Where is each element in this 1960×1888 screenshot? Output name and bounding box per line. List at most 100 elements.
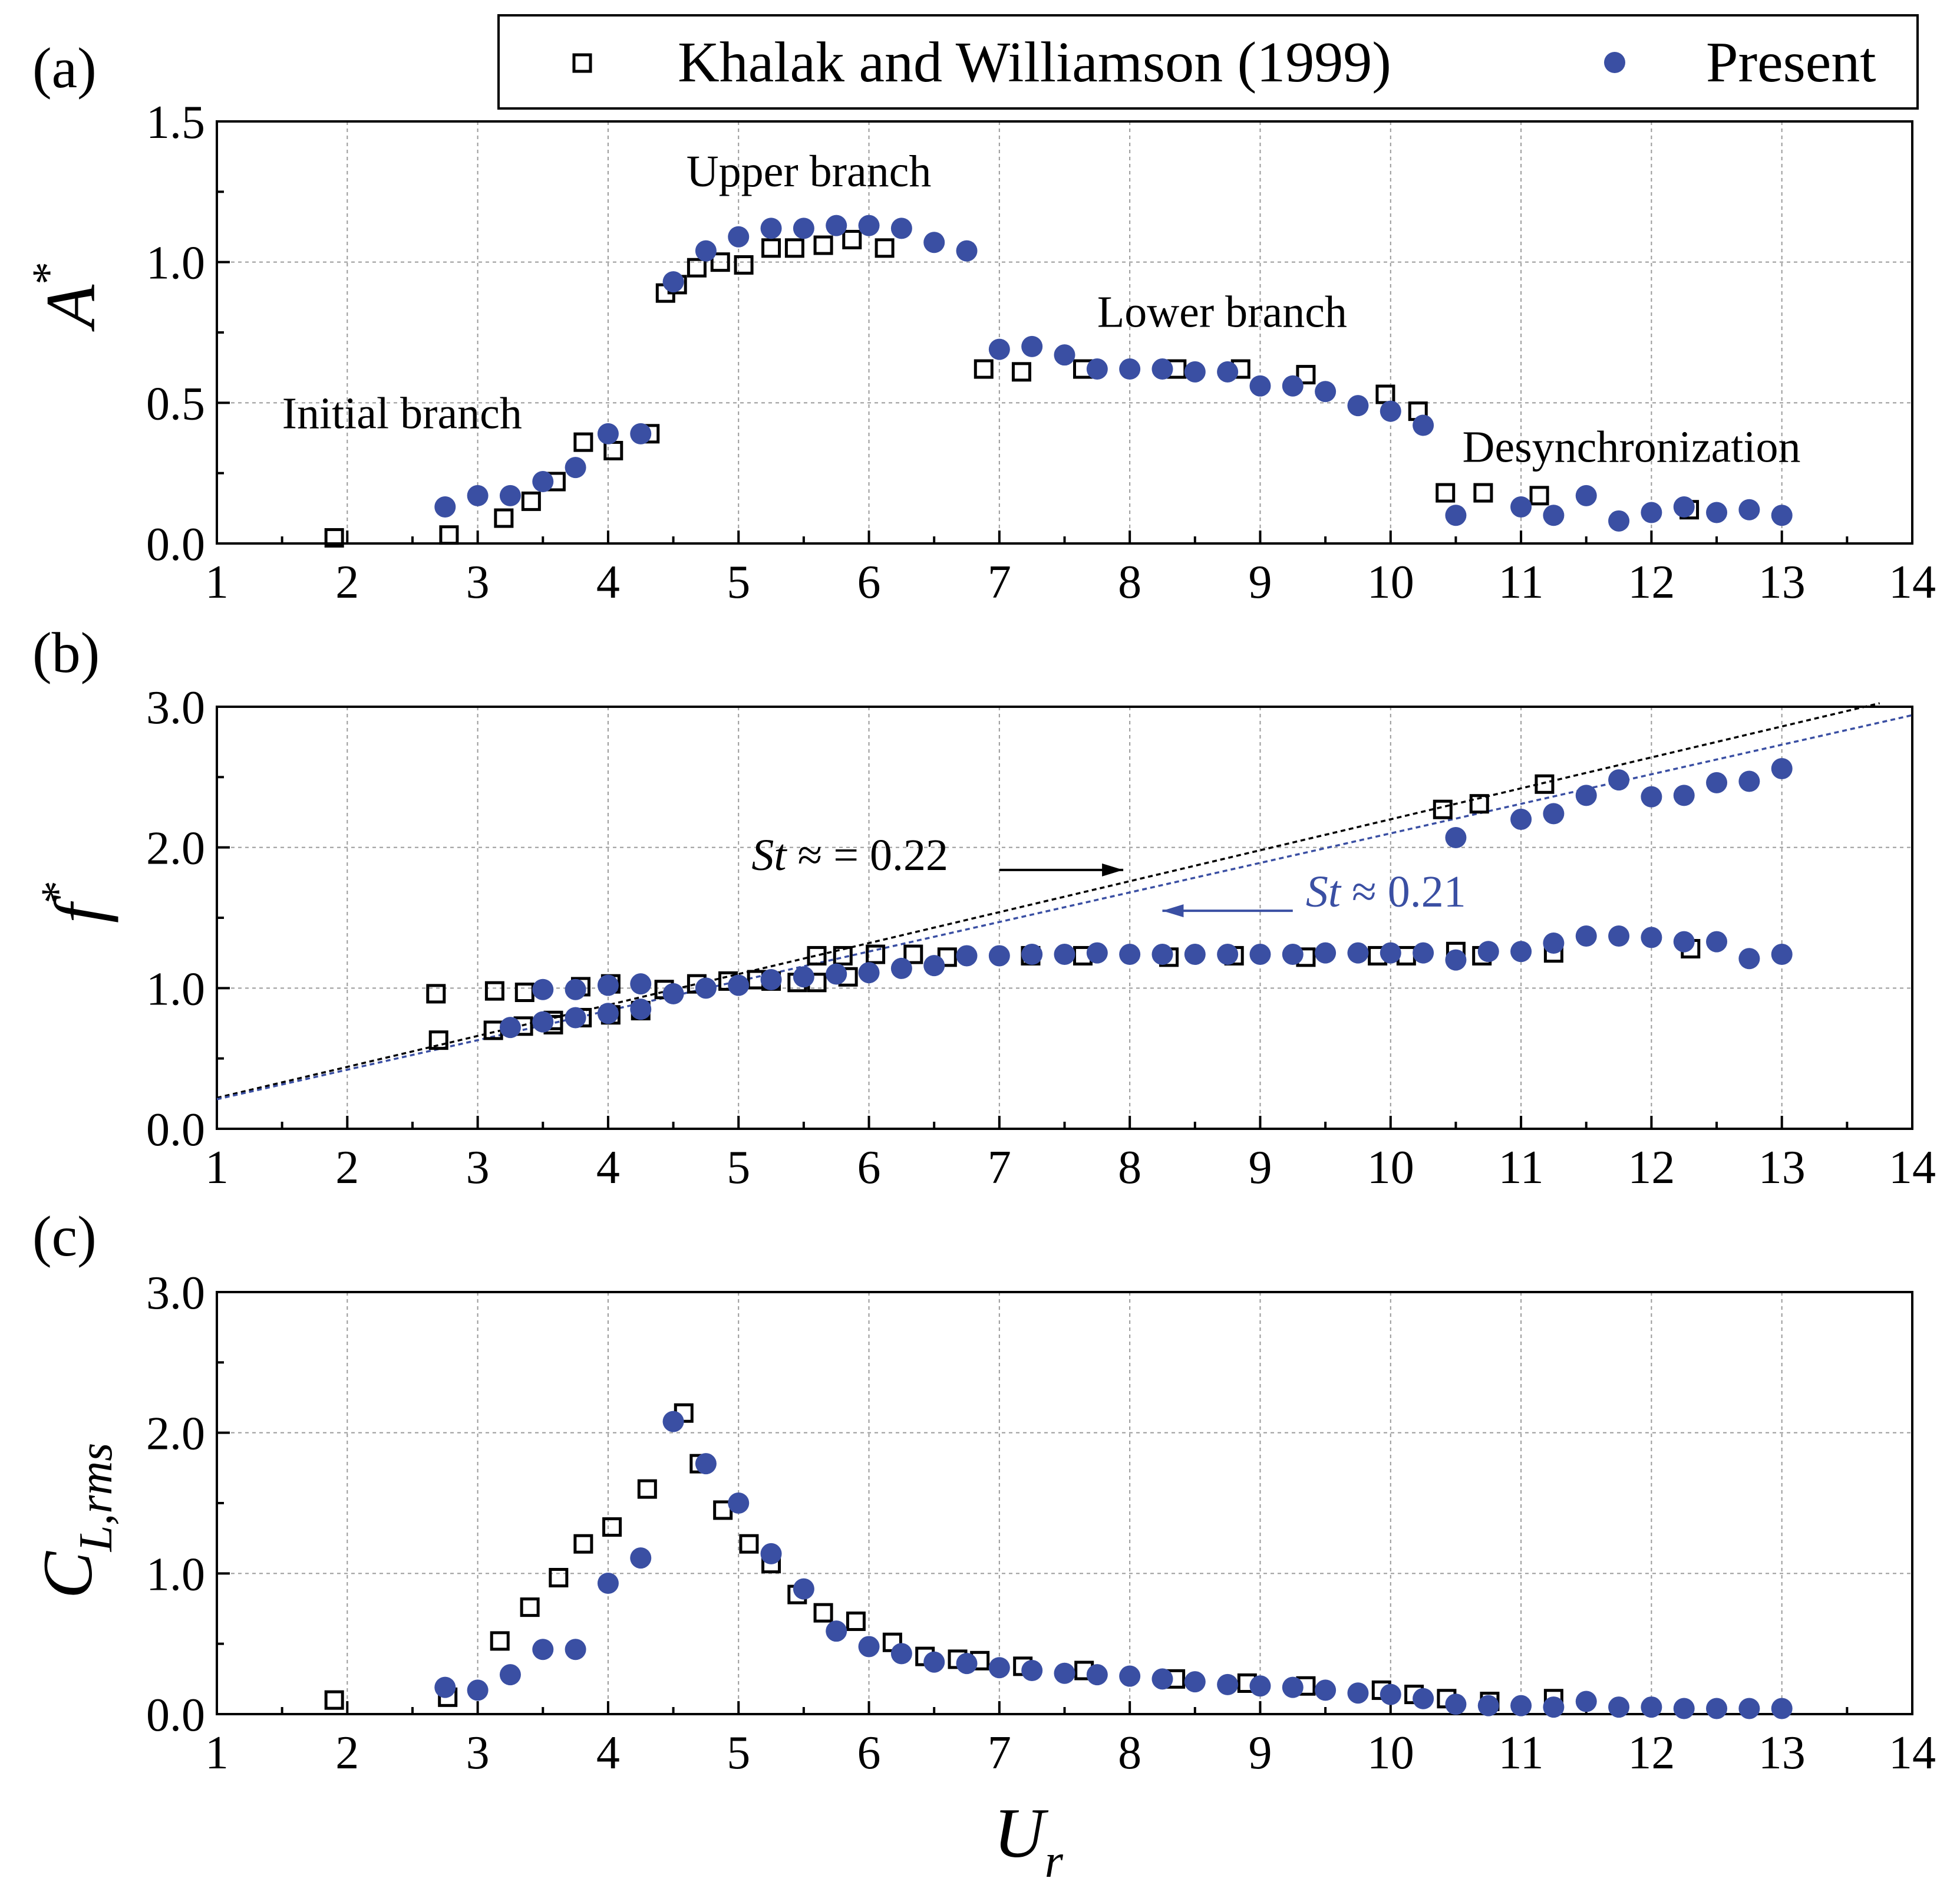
panel-a-xtick-label-9: 9 [1248,556,1272,608]
panel-a-point-khalak-0-1 [439,525,459,545]
panel-b-line-St_black [216,702,1880,1099]
panel-a-point-present-1-37 [1673,496,1695,518]
panel-a-xtick-label-13: 13 [1758,556,1806,608]
panel-b-ylabel: f* [31,881,118,923]
panel-a-point-khalak-0-3 [521,491,541,511]
panel-b-point-present-2-31 [1510,941,1532,963]
panel-c-point-present-1-6 [630,1547,652,1569]
panel-c-xtick-label-1: 1 [205,1727,229,1779]
panel-b-point-present-2-1 [532,1011,554,1033]
panel-a-point-khalak-0-26 [1436,483,1456,503]
panel-b-point-present-2-20 [1151,944,1173,966]
panel-b-point-present-2-11 [858,962,880,984]
panel-a-point-khalak-0-16 [842,229,862,249]
panel-a-point-present-1-10 [760,218,782,239]
panel-b-point-present-2-38 [1738,948,1760,970]
panel-a-point-present-1-1 [467,485,489,506]
panel-c-point-present-1-36 [1608,1696,1630,1718]
panel-c-point-khalak-0-15 [846,1611,866,1631]
panel-b-xtick-label-10: 10 [1367,1142,1414,1194]
panel-a-point-present-1-17 [988,338,1010,360]
panel-b-point-present-2-32 [1543,932,1565,954]
panel-c-point-present-1-19 [1054,1662,1075,1684]
panel-c-label: (c) [32,1205,97,1268]
panel-c-point-present-1-37 [1641,1696,1662,1718]
panel-a-frame [216,120,1913,545]
svg-text:f*: f* [31,881,118,923]
panel-b-point-present-3-3 [630,973,652,995]
panel-a-xtick-label-1: 1 [205,556,229,608]
panel-b-point-present-3-7 [1575,785,1597,806]
panel-a-point-khalak-0-28 [1529,486,1549,506]
panel-b-ytick-label-0: 0.0 [146,1104,205,1156]
panel-c-point-present-1-38 [1673,1698,1695,1719]
panel-b-xtick-label-6: 6 [857,1142,881,1194]
panel-c-point-present-1-4 [565,1639,586,1660]
panel-b-point-khalak-0-17 [903,944,923,964]
panel-b-point-present-2-39 [1771,944,1793,966]
panel-c-ytick-label-1: 1.0 [146,1548,205,1600]
panel-a-ylabel-main: A [31,284,110,332]
panel-a-point-present-1-13 [858,215,880,236]
panel-b-annotation-0-arrow-head [1102,863,1124,877]
panel-a-point-present-1-34 [1575,485,1597,506]
panel-b-xtick-label-8: 8 [1118,1142,1141,1194]
panel-c-point-present-1-11 [793,1578,814,1600]
panel-b-ytick-label-1: 1.0 [146,963,205,1015]
panel-b-point-present-3-1 [565,978,586,1000]
panel-c-ylabel-main: C [28,1550,107,1599]
panel-b-xtick-label-13: 13 [1758,1142,1806,1194]
panel-a-point-present-1-0 [434,496,456,518]
panel-a-xtick-label-11: 11 [1499,556,1544,608]
panel-a-point-present-1-20 [1086,358,1108,380]
panel-c-xtick-label-9: 9 [1248,1727,1272,1779]
panel-b-point-present-2-6 [695,977,717,999]
panel-b-ytick-label-2: 2.0 [146,823,205,875]
panel-a-point-present-1-18 [1021,335,1043,357]
panel-b-point-present-2-36 [1673,931,1695,953]
panel-b-point-present-2-27 [1380,942,1401,964]
panel-a-point-khalak-0-0 [324,528,344,548]
panel-b-point-khalak-0-30 [1535,774,1555,794]
panel-c-ylabel-sub: L,rms [70,1443,122,1553]
panel-b-label: (b) [32,621,100,685]
panel-c-point-khalak-0-7 [637,1479,657,1499]
panel-c-xtick-label-7: 7 [988,1727,1011,1779]
panel-a-xtick-label-8: 8 [1118,556,1141,608]
panel-b-point-present-2-33 [1575,925,1597,947]
panel-c-xtick-label-5: 5 [727,1727,750,1779]
panel-c-point-khalak-0-2 [490,1631,510,1651]
panel-b-annotation-1-prefix: St [1306,867,1342,917]
panel-a-point-khalak-0-10 [687,258,707,278]
panel-c-point-present-1-21 [1119,1665,1141,1687]
panel-c-point-present-1-27 [1315,1679,1337,1701]
panel-b-point-present-2-0 [499,1017,521,1039]
panel-b-xtick-label-1: 1 [205,1142,229,1194]
panel-a-point-present-1-19 [1054,344,1075,366]
panel-a-point-present-1-7 [662,271,684,293]
panel-c-point-present-1-0 [434,1676,456,1698]
panel-b-point-khalak-0-16 [866,944,886,964]
panel-b-point-present-3-6 [1543,803,1565,825]
panel-b-annotation-1-text: ≈ 0.21 [1341,867,1466,917]
panel-a-point-khalak-0-14 [784,238,804,258]
panel-a-point-present-1-6 [630,423,652,444]
svg-text:A*: A* [22,262,110,332]
panel-a: (a) A* 1 2 3 4 5 6 7 8 9 10 11 12 13 140.00.51.01.5In… [22,37,1936,608]
panel-c-point-present-1-30 [1413,1688,1434,1709]
panel-a-point-khalak-0-11 [710,252,730,272]
panel-b-point-present-3-13 [1771,758,1793,780]
panel-b-point-present-2-17 [1054,944,1075,966]
panel-a-point-present-1-3 [532,470,554,492]
panel-b-point-present-2-15 [988,945,1010,967]
panel-a-label: (a) [32,37,97,100]
panel-c-point-present-1-1 [467,1679,489,1701]
legend-label-present: Present [1706,31,1876,94]
panel-b-point-present-2-28 [1413,942,1434,964]
panel-b-ytick-label-3: 3.0 [146,682,205,734]
legend-marker-present [1604,52,1625,73]
panel-c-point-khalak-0-6 [602,1517,622,1537]
panel-b-point-present-2-34 [1608,925,1630,947]
